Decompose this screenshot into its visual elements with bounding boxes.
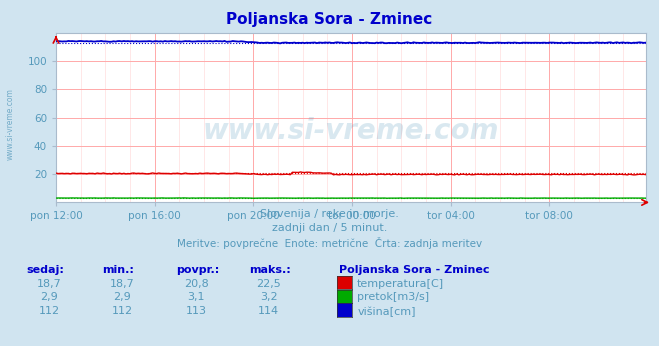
Text: sedaj:: sedaj:: [26, 265, 64, 275]
Text: 114: 114: [258, 306, 279, 316]
Text: 2,9: 2,9: [41, 292, 58, 302]
Text: www.si-vreme.com: www.si-vreme.com: [203, 117, 499, 145]
Text: www.si-vreme.com: www.si-vreme.com: [5, 89, 14, 161]
Text: 113: 113: [186, 306, 207, 316]
Text: 22,5: 22,5: [256, 279, 281, 289]
Text: Poljanska Sora - Zminec: Poljanska Sora - Zminec: [227, 12, 432, 27]
Text: pretok[m3/s]: pretok[m3/s]: [357, 292, 429, 302]
Text: min.:: min.:: [102, 265, 134, 275]
Text: 2,9: 2,9: [113, 292, 130, 302]
Text: Poljanska Sora - Zminec: Poljanska Sora - Zminec: [339, 265, 490, 275]
Text: 18,7: 18,7: [37, 279, 62, 289]
Text: zadnji dan / 5 minut.: zadnji dan / 5 minut.: [272, 223, 387, 233]
Text: Slovenija / reke in morje.: Slovenija / reke in morje.: [260, 209, 399, 219]
Text: 18,7: 18,7: [109, 279, 134, 289]
Text: višina[cm]: višina[cm]: [357, 306, 416, 317]
Text: 112: 112: [39, 306, 60, 316]
Text: 3,2: 3,2: [260, 292, 277, 302]
Text: 112: 112: [111, 306, 132, 316]
Text: povpr.:: povpr.:: [177, 265, 220, 275]
Text: temperatura[C]: temperatura[C]: [357, 279, 444, 289]
Text: Meritve: povprečne  Enote: metrične  Črta: zadnja meritev: Meritve: povprečne Enote: metrične Črta:…: [177, 237, 482, 249]
Text: 20,8: 20,8: [184, 279, 209, 289]
Text: maks.:: maks.:: [249, 265, 291, 275]
Text: 3,1: 3,1: [188, 292, 205, 302]
